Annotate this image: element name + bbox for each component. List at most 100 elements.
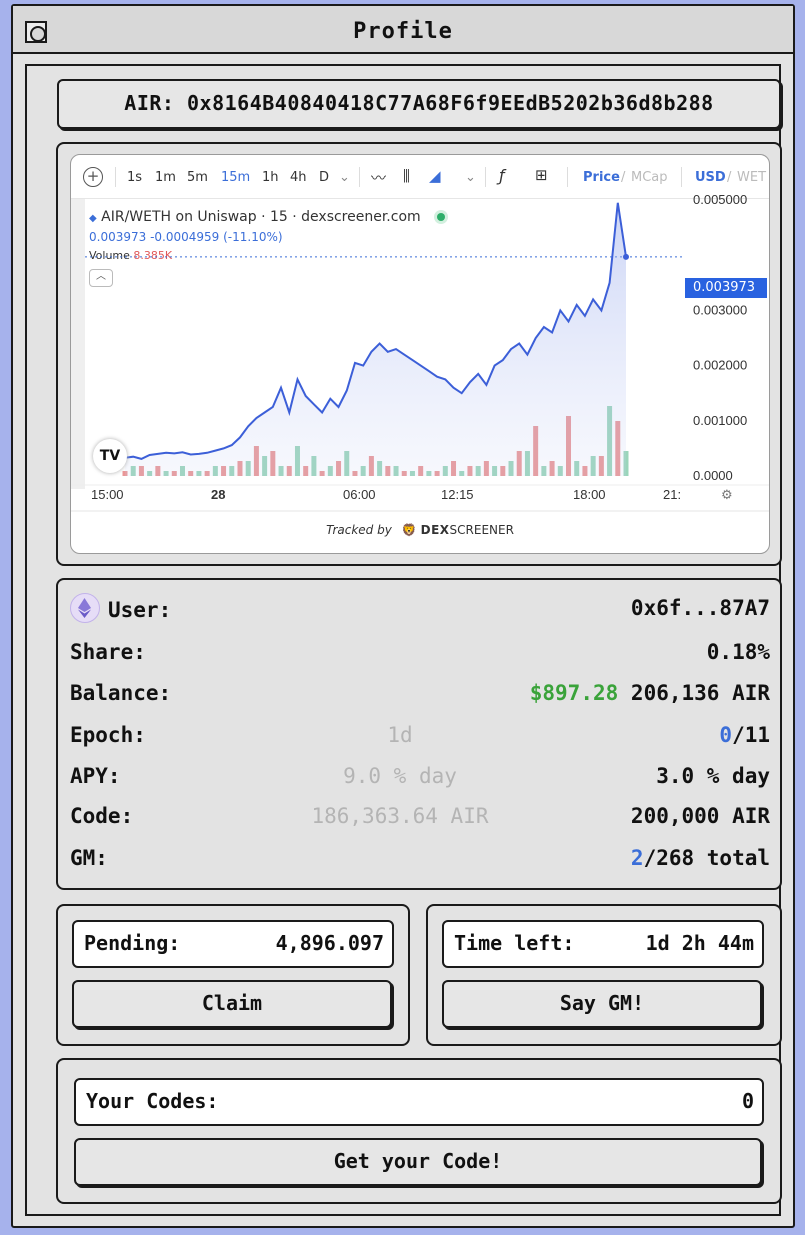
chart-legend: ◆ AIR/WETH on Uniswap · 15 · dexscreener… bbox=[89, 209, 445, 225]
collapse-legend-button[interactable]: ︿ bbox=[89, 269, 113, 287]
chart-panel: + 1s 1m 5m 15m 1h 4h D ⌄ 〰 ⫼ ◢ ⌄ ƒ bbox=[56, 142, 782, 566]
code-row: Code: 186,363.64 AIR 200,000 AIR bbox=[70, 804, 770, 834]
last-price-dot bbox=[623, 253, 629, 260]
tracked-by-label: Tracked by bbox=[326, 523, 392, 537]
interval-5m[interactable]: 5m bbox=[187, 170, 208, 185]
price-area bbox=[125, 202, 626, 477]
current-price-tag: 0.003973 bbox=[685, 278, 767, 298]
x-tick-label: 28 bbox=[211, 487, 225, 502]
codes-panel: Your Codes: 0 Get your Code! bbox=[56, 1058, 782, 1204]
code-progress: 186,363.64 AIR bbox=[311, 804, 489, 828]
apy-row: APY: 9.0 % day 3.0 % day bbox=[70, 764, 770, 794]
interval-4h[interactable]: 4h bbox=[290, 170, 307, 185]
interval-d[interactable]: D bbox=[319, 170, 330, 185]
candles-icon[interactable]: ⫼ bbox=[403, 167, 410, 185]
add-indicator-icon[interactable]: + bbox=[83, 167, 103, 187]
time-left-field: Time left: 1d 2h 44m bbox=[442, 920, 764, 968]
balance-air: 206,136 AIR bbox=[630, 681, 770, 705]
time-left-value: 1d 2h 44m bbox=[645, 931, 754, 955]
y-tick-label: 0.005000 bbox=[693, 192, 747, 207]
price-toggle[interactable]: Price bbox=[583, 170, 620, 185]
x-tick-label: 15:00 bbox=[91, 487, 124, 502]
price-chart[interactable]: 0.005000 0.003000 0.002000 0.001000 0.0000 15… bbox=[71, 155, 770, 515]
window-title: Profile bbox=[353, 19, 453, 44]
legend-title: AIR/WETH on Uniswap · 15 · dexscreener.c… bbox=[101, 209, 421, 225]
window-content: AIR: 0x8164B40840418C77A68F6f9EEdB5202b3… bbox=[25, 64, 782, 1216]
x-tick-label: 21: bbox=[663, 487, 681, 502]
slash-divider-2: / bbox=[727, 170, 732, 185]
epoch-total: /11 bbox=[732, 723, 770, 747]
layout-grid-icon[interactable]: ⊞ bbox=[535, 166, 548, 184]
gm-total: /268 total bbox=[643, 846, 770, 870]
epoch-current: 0 bbox=[719, 723, 733, 747]
brand-suffix: SCREENER bbox=[449, 523, 514, 537]
usd-toggle[interactable]: USD bbox=[695, 170, 726, 185]
code-label: Code: bbox=[70, 804, 134, 828]
say-gm-button[interactable]: Say GM! bbox=[442, 980, 762, 1028]
code-value: 200,000 AIR bbox=[630, 804, 770, 828]
chart-toolbar: + 1s 1m 5m 15m 1h 4h D ⌄ 〰 ⫼ ◢ ⌄ ƒ bbox=[71, 155, 769, 199]
brand-name: DEX bbox=[420, 523, 450, 537]
balance-row: Balance: $897.28 206,136 AIR bbox=[70, 681, 770, 711]
pending-field: Pending: 4,896.097 bbox=[72, 920, 394, 968]
legend-values: 0.003973 -0.0004959 (-11.10%) bbox=[89, 230, 283, 244]
share-value: 0.18% bbox=[706, 640, 770, 664]
interval-1s[interactable]: 1s bbox=[127, 170, 143, 185]
token-address[interactable]: AIR: 0x8164B40840418C77A68F6f9EEdB5202b3… bbox=[57, 79, 781, 129]
gm-row: GM: 2/268 total bbox=[70, 846, 770, 876]
user-info-panel: User: 0x6f...87A7 Share: 0.18% Balance: … bbox=[56, 578, 782, 890]
chart-left-strip bbox=[71, 199, 85, 489]
pending-value: 4,896.097 bbox=[275, 931, 384, 955]
x-tick-label: 06:00 bbox=[343, 487, 376, 502]
interval-1h[interactable]: 1h bbox=[262, 170, 279, 185]
slash-divider: / bbox=[621, 170, 626, 185]
time-left-label: Time left: bbox=[454, 931, 575, 955]
weth-toggle[interactable]: WET bbox=[737, 170, 767, 185]
claim-button[interactable]: Claim bbox=[72, 980, 392, 1028]
token-icon: ◆ bbox=[89, 213, 97, 224]
interval-dropdown-icon[interactable]: ⌄ bbox=[339, 170, 350, 185]
apy-label: APY: bbox=[70, 764, 121, 788]
indicators-icon[interactable]: ƒ bbox=[499, 166, 505, 185]
ethereum-icon bbox=[70, 593, 100, 623]
your-codes-value: 0 bbox=[741, 1089, 754, 1113]
line-chart-icon[interactable]: 〰 bbox=[371, 169, 387, 187]
style-dropdown-icon[interactable]: ⌄ bbox=[465, 170, 476, 185]
volume-label: Volume bbox=[89, 249, 130, 262]
area-chart-icon[interactable]: ◢ bbox=[429, 167, 441, 185]
your-codes-field: Your Codes: 0 bbox=[74, 1078, 764, 1126]
mcap-toggle[interactable]: MCap bbox=[631, 170, 668, 185]
y-tick-label: 0.002000 bbox=[693, 358, 747, 373]
gm-label: GM: bbox=[70, 846, 108, 870]
apy-base: 9.0 % day bbox=[343, 764, 457, 788]
epoch-label: Epoch: bbox=[70, 723, 146, 747]
x-tick-label: 18:00 bbox=[573, 487, 606, 502]
claim-panel: Pending: 4,896.097 Claim bbox=[56, 904, 410, 1046]
user-row: User: 0x6f...87A7 bbox=[70, 593, 770, 626]
share-row: Share: 0.18% bbox=[70, 640, 770, 670]
get-code-button[interactable]: Get your Code! bbox=[74, 1138, 762, 1186]
y-tick-label: 0.0000 bbox=[693, 468, 733, 483]
x-tick-label: 12:15 bbox=[441, 487, 474, 502]
close-box-icon[interactable] bbox=[25, 21, 47, 43]
y-tick-label: 0.001000 bbox=[693, 413, 747, 428]
balance-label: Balance: bbox=[70, 681, 172, 705]
tracked-by[interactable]: Tracked by 🦁 DEXSCREENER bbox=[71, 523, 769, 537]
balance-usd: $897.28 bbox=[529, 681, 619, 705]
user-label: User: bbox=[108, 598, 172, 622]
share-label: Share: bbox=[70, 640, 146, 664]
pending-label: Pending: bbox=[84, 931, 181, 955]
dexscreener-logo-icon: 🦁 bbox=[401, 523, 417, 537]
your-codes-label: Your Codes: bbox=[86, 1089, 219, 1113]
interval-1m[interactable]: 1m bbox=[155, 170, 176, 185]
live-dot-icon bbox=[436, 213, 445, 221]
user-address[interactable]: 0x6f...87A7 bbox=[630, 596, 770, 620]
tradingview-logo[interactable]: TV bbox=[93, 439, 127, 473]
apy-value: 3.0 % day bbox=[656, 764, 770, 788]
volume-value: 8.385K bbox=[133, 249, 173, 262]
settings-icon: ⚙ bbox=[721, 488, 733, 503]
dexscreener-chart[interactable]: + 1s 1m 5m 15m 1h 4h D ⌄ 〰 ⫼ ◢ ⌄ ƒ bbox=[70, 154, 770, 554]
title-bar[interactable]: Profile bbox=[13, 6, 793, 54]
interval-15m[interactable]: 15m bbox=[221, 170, 251, 185]
gm-panel: Time left: 1d 2h 44m Say GM! bbox=[426, 904, 782, 1046]
